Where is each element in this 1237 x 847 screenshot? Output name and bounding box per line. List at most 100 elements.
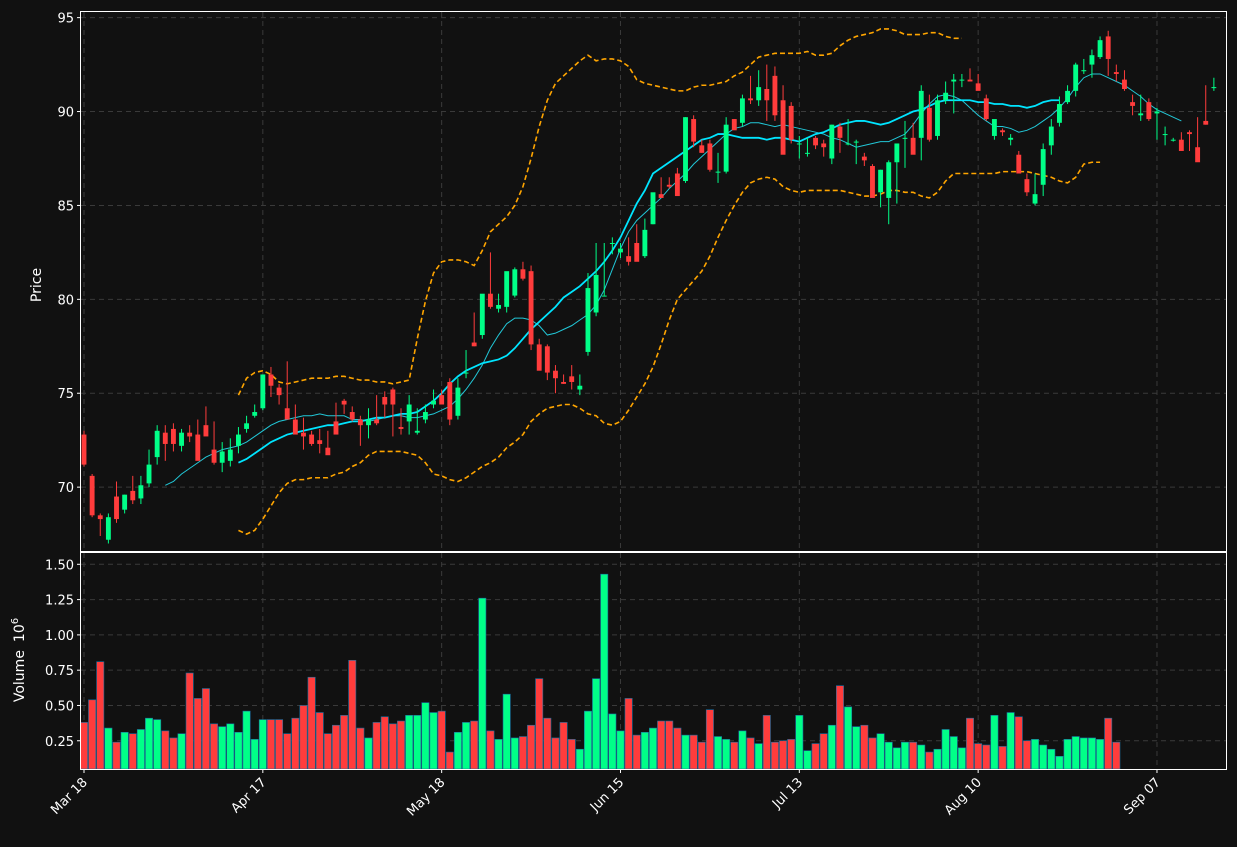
volume-bar [266,719,275,770]
volume-bar [543,717,552,770]
candle-body [292,419,298,435]
candle-body [674,173,680,197]
volume-bar [681,734,690,770]
volume-bar [96,661,105,770]
candle-body [683,117,688,182]
volume-bar [1014,716,1023,770]
volume-bar [868,737,877,770]
candle-body [1211,87,1217,89]
candle-body [471,342,477,347]
candle-body [1154,111,1160,114]
candle-body [1113,72,1119,74]
volume-bar [1047,748,1056,770]
candle-body [569,376,575,382]
price-tick-label: 85 [57,199,74,214]
candle-body [935,100,940,136]
candle-body [1162,134,1168,136]
volume-bar [486,730,495,770]
volume-bar [892,747,901,770]
candle-body [1195,147,1201,163]
volume-bar [770,741,779,770]
volume-bar [600,573,609,770]
candle-body [772,75,778,116]
volume-bar [722,739,731,770]
volume-bar [356,727,365,770]
volume-bar [949,736,958,770]
volume-bar [584,710,592,770]
volume-bar [527,724,536,770]
candle-body [97,515,103,520]
volume-bar [242,710,251,770]
volume-bar [575,748,584,770]
candle-body [983,98,989,120]
volume-tick-label: 1.00 [45,629,74,644]
price-tick-label: 90 [57,106,74,121]
volume-tick-label: 1.25 [45,594,74,609]
volume-bar [307,676,316,770]
candle-body [1008,137,1014,140]
candle-body [902,137,908,139]
candle-body [1032,194,1038,204]
volume-bar [974,743,983,770]
volume-bar [478,597,487,770]
volume-bar [917,744,926,770]
candle-body [593,274,599,313]
candle-body [1056,104,1062,123]
candle-body [236,434,241,446]
candle-body [609,243,615,244]
price-tick-label: 70 [57,481,74,496]
volume-bar [901,741,909,770]
candle-body [455,387,461,416]
volume-bar [714,736,722,770]
volume-bar [380,716,389,770]
volume-bar [665,720,674,770]
volume-bar [250,739,259,770]
candle-body [886,162,892,198]
candle-body [1024,179,1030,193]
candle-body [731,119,737,131]
candle-body [1178,139,1184,151]
volume-bar [462,722,471,770]
volume-bar [779,740,788,770]
volume-bar [145,717,153,770]
candle-body [244,423,250,429]
volume-bar [632,734,641,770]
candle-body [1089,55,1095,65]
volume-bar [803,750,812,770]
volume-bar [177,733,186,770]
volume-panel: 0.25 0.50 0.75 1.00 1.25 1.50 Volume 106 [10,552,1227,770]
candle-body [975,83,981,91]
volume-bar [218,726,227,770]
volume-bar [226,723,235,770]
volume-bar [649,727,657,770]
candle-body [341,400,347,405]
volume-bar [210,723,219,770]
volume-bar [966,717,974,770]
volume-bar [1006,712,1015,770]
volume-bar [746,737,755,770]
candle-body [845,143,851,145]
candle-body [1146,102,1152,120]
candle-body [861,156,867,161]
candle-body [943,92,949,101]
candle-body [89,475,95,516]
volume-tick-label: 0.75 [45,664,74,679]
volume-bar [811,743,820,770]
volume-bar [421,702,430,770]
volume-bar [502,693,511,770]
candle-body [439,395,445,405]
candle-body [585,288,591,352]
candle-body [81,434,87,465]
volume-bar [299,705,308,770]
volume-bars [80,573,1121,770]
candle-body [268,374,274,386]
lower-band-line [238,161,1101,535]
candle-body [756,87,762,101]
candle-body [658,194,664,198]
volume-bar [453,731,462,770]
volume-bar [80,722,88,770]
candle-body [528,271,534,345]
volume-bar [185,672,194,770]
volume-tick-label: 0.25 [45,735,74,750]
candle-body [918,90,924,138]
